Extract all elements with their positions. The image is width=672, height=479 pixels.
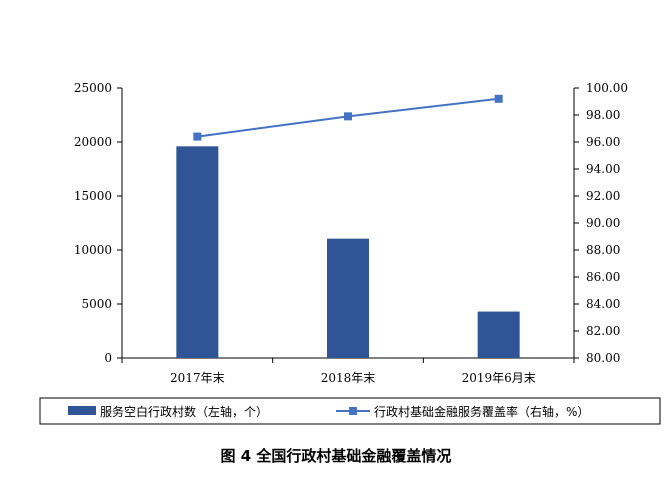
x-axis-labels: 2017年末 2018年末 2019年6月末 [121, 358, 575, 385]
right-tick-label: 98.00 [586, 108, 620, 122]
x-tick-label: 2018年末 [321, 371, 376, 385]
left-tick-label: 15000 [74, 189, 112, 203]
right-tick-label: 86.00 [586, 270, 620, 284]
left-tick-label: 25000 [74, 81, 112, 95]
line-series [193, 94, 503, 141]
bar-series [176, 146, 520, 358]
legend-box [39, 397, 661, 425]
right-tick-label: 96.00 [586, 135, 620, 149]
left-tick-label: 20000 [74, 135, 112, 149]
right-tick-label: 88.00 [586, 243, 620, 257]
left-tick-label: 0 [104, 351, 112, 365]
right-tick-label: 90.00 [586, 216, 620, 230]
right-tick-label: 82.00 [586, 324, 620, 338]
left-tick-label: 10000 [74, 243, 112, 257]
legend-bar-label: 服务空白行政村数（左轴，个） [100, 404, 268, 419]
line-point [494, 94, 503, 103]
bar [327, 238, 369, 358]
line-point [344, 112, 352, 121]
figure-caption: 图 4 全国行政村基础金融覆盖情况 [221, 447, 452, 465]
legend-line-label: 行政村基础金融服务覆盖率（右轴，%） [374, 404, 589, 419]
line-point [193, 132, 202, 141]
right-tick-label: 92.00 [586, 189, 620, 203]
bar [477, 311, 520, 358]
bar [176, 146, 219, 358]
left-tick-label: 5000 [81, 297, 112, 311]
x-tick-label: 2017年末 [170, 371, 225, 385]
legend-bar-swatch [68, 406, 96, 415]
right-tick-label: 80.00 [586, 351, 620, 365]
right-tick-label: 94.00 [586, 162, 620, 176]
right-axis-ticks: 80.00 82.00 84.00 86.00 88.00 90.00 92.00 94.00… [574, 81, 628, 365]
legend-line-marker [349, 407, 357, 415]
left-axis-ticks: 0 5000 10000 15000 20000 25000 [74, 81, 122, 365]
x-tick-label: 2019年6月末 [462, 371, 536, 385]
right-tick-label: 100.00 [586, 81, 628, 95]
right-tick-label: 84.00 [586, 297, 620, 311]
legend: 服务空白行政村数（左轴，个） 行政村基础金融服务覆盖率（右轴，%） [39, 397, 661, 425]
